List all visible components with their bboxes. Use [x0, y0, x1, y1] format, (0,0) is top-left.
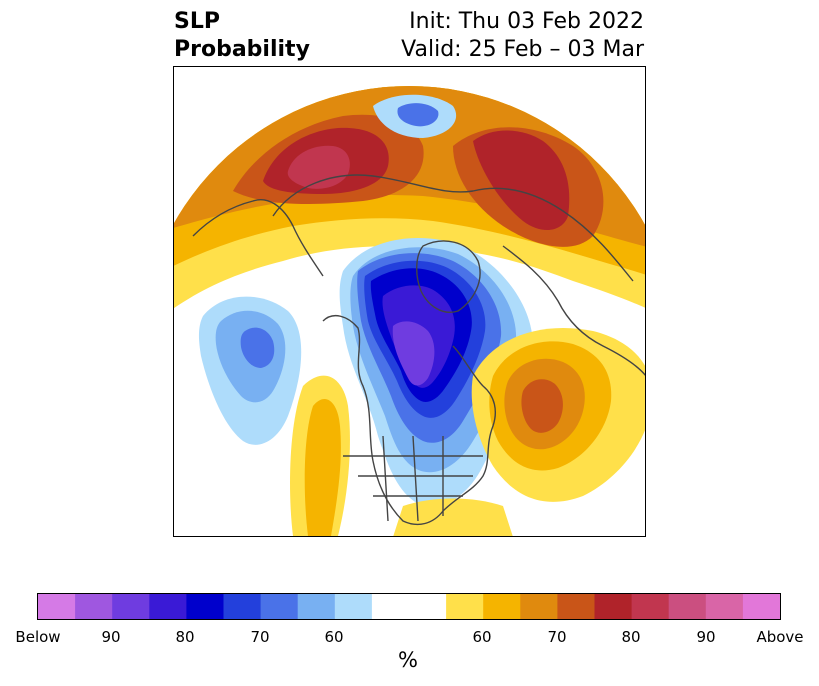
colorbar-cell	[112, 594, 150, 619]
above-85-asia	[287, 145, 350, 189]
above-80-siberia	[473, 130, 570, 231]
above-75-atlantic	[521, 379, 563, 433]
colorbar-cell	[75, 594, 113, 619]
colorbar-cell	[223, 594, 262, 619]
colorbar-cell	[334, 594, 373, 619]
colorbar-cell	[371, 594, 410, 619]
variable-label: SLP	[174, 9, 220, 34]
colorbar-cell	[594, 594, 633, 619]
colorbar-cell	[520, 594, 558, 619]
colorbar-cell	[483, 594, 521, 619]
colorbar-cell	[260, 594, 299, 619]
coastline-asia-east	[192, 199, 324, 277]
colorbar-cell	[409, 594, 447, 619]
probability-map	[173, 66, 646, 537]
colorbar-tick-label: Below	[15, 628, 61, 646]
coastline-eurasia	[272, 174, 634, 282]
below-90-namerica	[392, 321, 435, 386]
below-70-arctic	[397, 103, 439, 127]
map-title-right: Init: Thu 03 Feb 2022 Valid: 25 Feb – 03…	[401, 8, 644, 64]
colorbar	[37, 593, 781, 620]
map-frame	[173, 66, 646, 537]
colorbar-cell	[297, 594, 336, 619]
colorbar-tick-label: 80	[175, 628, 195, 646]
colorbar-cell	[631, 594, 670, 619]
coastlines	[192, 174, 646, 526]
colorbar-cell	[705, 594, 744, 619]
coastline-greenland	[416, 240, 481, 313]
coastline-europe	[502, 245, 646, 377]
colorbar-cell	[38, 594, 76, 619]
colorbar-tick-label: 80	[621, 628, 641, 646]
colorbar-cell	[742, 594, 781, 619]
colorbar-tick-label: 70	[547, 628, 567, 646]
colorbar-tick-label: 90	[696, 628, 716, 646]
state-borders	[343, 435, 483, 522]
colorbar-cell	[149, 594, 187, 619]
above-65-south	[304, 398, 341, 536]
colorbar-tick-label: 90	[101, 628, 121, 646]
colorbar-frame	[37, 593, 781, 620]
colorbar-cell	[668, 594, 707, 619]
colorbar-cell	[557, 594, 595, 619]
map-title-left: SLP Probability	[174, 8, 310, 64]
colorbar-cell	[186, 594, 224, 619]
valid-range: Valid: 25 Feb – 03 Mar	[401, 37, 644, 62]
above-60-se	[393, 498, 513, 537]
colorbar-tick-label: 60	[472, 628, 492, 646]
colorbar-units: %	[398, 648, 418, 672]
colorbar-tick-label: 60	[324, 628, 344, 646]
below-75-pacific	[240, 327, 275, 368]
colorbar-tick-label: 70	[250, 628, 270, 646]
product-label: Probability	[174, 37, 310, 62]
init-date: Init: Thu 03 Feb 2022	[409, 9, 644, 34]
colorbar-tick-label: Above	[756, 628, 804, 646]
coastline-north-america	[322, 314, 496, 526]
colorbar-cell	[446, 594, 484, 619]
